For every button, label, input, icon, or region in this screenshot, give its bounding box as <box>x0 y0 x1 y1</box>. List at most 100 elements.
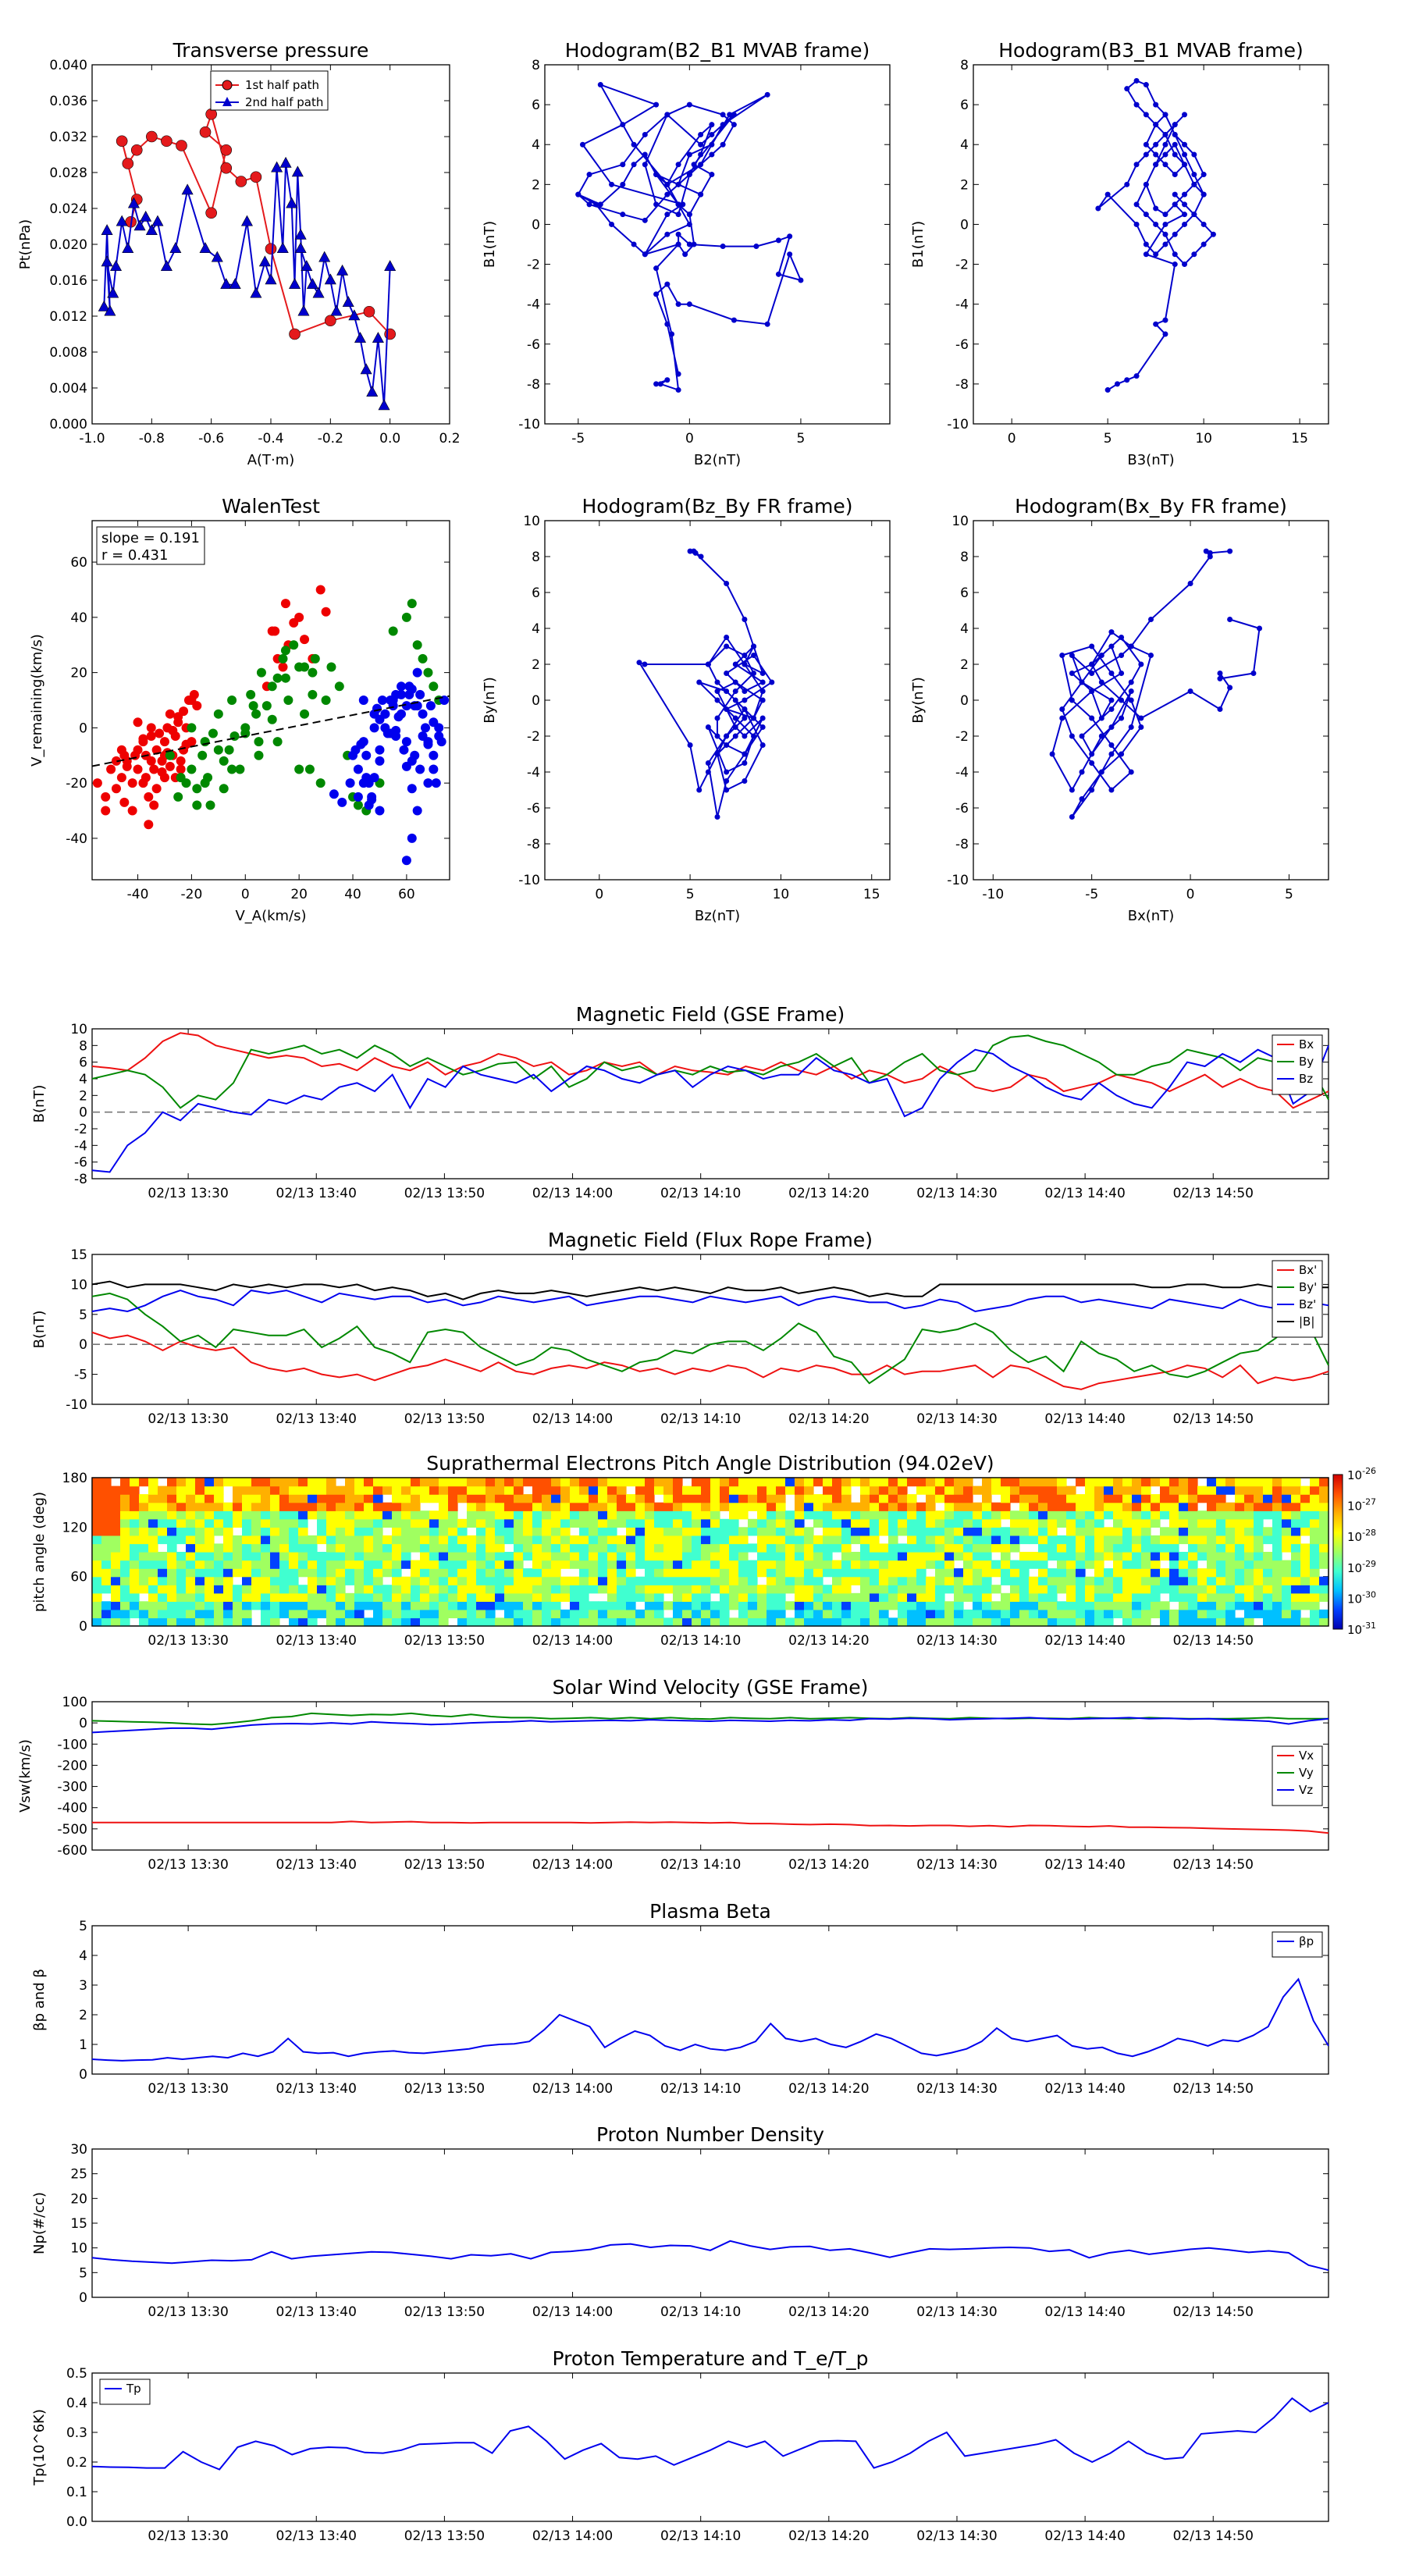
heatmap-cell <box>870 1609 880 1619</box>
heatmap-cell <box>1104 1502 1114 1511</box>
x-tick-label: -10 <box>982 887 1004 902</box>
heatmap-cell <box>1132 1494 1142 1503</box>
data-point <box>173 792 183 802</box>
x-tick-label: 02/13 14:20 <box>788 1857 869 1873</box>
y-tick-label: 2 <box>960 177 969 193</box>
heatmap-cell <box>1169 1576 1179 1585</box>
heatmap-cell <box>373 1609 383 1619</box>
data-point <box>122 242 134 254</box>
series-line <box>91 1290 1329 1313</box>
heatmap-cell <box>373 1502 383 1511</box>
heatmap-cell <box>710 1494 720 1503</box>
heatmap-cell <box>429 1609 439 1619</box>
heatmap-cell <box>1263 1576 1273 1585</box>
heatmap-cell <box>1310 1485 1320 1495</box>
y-tick-label: 0 <box>532 217 540 233</box>
chart-title: Hodogram(B3_B1 MVAB frame) <box>998 39 1304 62</box>
heatmap-cell <box>682 1585 692 1594</box>
heatmap-cell <box>1122 1494 1133 1503</box>
heatmap-cell <box>579 1502 589 1511</box>
heatmap-cell <box>101 1576 112 1585</box>
heatmap-cell <box>720 1527 730 1536</box>
heatmap-cell <box>420 1527 430 1536</box>
plot-area <box>575 82 804 393</box>
heatmap-cell <box>176 1510 187 1520</box>
heatmap-cell <box>579 1518 589 1528</box>
heatmap-cell <box>1076 1601 1086 1610</box>
heatmap-cell <box>617 1592 627 1602</box>
heatmap-cell <box>598 1617 608 1627</box>
data-point <box>798 277 804 283</box>
heatmap-cell <box>1141 1617 1151 1627</box>
data-point <box>1143 82 1149 88</box>
data-point <box>742 688 748 694</box>
heatmap-cell <box>223 1478 233 1487</box>
chart-title: Solar Wind Velocity (GSE Frame) <box>553 1676 869 1699</box>
heatmap-cell <box>851 1510 861 1520</box>
heatmap-cell <box>298 1601 308 1610</box>
heatmap-cell <box>795 1552 805 1561</box>
heatmap-cell <box>785 1552 795 1561</box>
heatmap-cell <box>748 1601 758 1610</box>
heatmap-cell <box>1179 1617 1189 1627</box>
heatmap-cell <box>1207 1568 1217 1578</box>
heatmap-cell <box>1235 1527 1245 1536</box>
heatmap-cell <box>298 1585 308 1594</box>
heatmap-cell <box>504 1527 514 1536</box>
heatmap-cell <box>205 1592 215 1602</box>
heatmap-cell <box>589 1502 599 1511</box>
heatmap-cell <box>1122 1518 1133 1528</box>
data-point <box>334 681 344 692</box>
heatmap-cell <box>139 1601 149 1610</box>
heatmap-cell <box>214 1617 224 1627</box>
x-tick-label: 02/13 13:50 <box>404 2081 485 2097</box>
heatmap-cell <box>439 1560 449 1569</box>
y-tick-label: -6 <box>527 337 540 353</box>
heatmap-cell <box>186 1592 196 1602</box>
heatmap-cell <box>991 1535 1001 1545</box>
x-tick-label: 5 <box>686 887 695 902</box>
colorbar-tick-label: 10-28 <box>1347 1528 1376 1544</box>
heatmap-cell <box>158 1568 168 1578</box>
data-point <box>1108 706 1115 712</box>
heatmap-cell <box>1225 1585 1236 1594</box>
heatmap-cell <box>542 1494 552 1503</box>
heatmap-cell <box>486 1478 496 1487</box>
heatmap-cell <box>570 1585 580 1594</box>
heatmap-cell <box>720 1535 730 1545</box>
heatmap-cell <box>1235 1502 1245 1511</box>
heatmap-cell <box>598 1576 608 1585</box>
heatmap-cell <box>1038 1535 1048 1545</box>
heatmap-cell <box>673 1518 683 1528</box>
heatmap-cell <box>120 1568 130 1578</box>
x-axis-label: A(T·m) <box>247 452 295 468</box>
heatmap-cell <box>298 1560 308 1569</box>
heatmap-cell <box>411 1478 421 1487</box>
heatmap-cell <box>973 1552 983 1561</box>
heatmap-cell <box>673 1510 683 1520</box>
heatmap-cell <box>345 1617 355 1627</box>
heatmap-cell <box>1300 1543 1311 1553</box>
heatmap-cell <box>654 1543 664 1553</box>
x-tick-label: 0 <box>1008 431 1016 447</box>
y-tick-label: 2 <box>960 657 969 673</box>
data-point <box>1098 715 1104 721</box>
heatmap-cell <box>195 1535 205 1545</box>
heatmap-cell <box>1188 1485 1198 1495</box>
heatmap-cell <box>1282 1585 1292 1594</box>
heatmap-cell <box>935 1527 945 1536</box>
heatmap-cell <box>476 1617 486 1627</box>
y-tick-label: -10 <box>518 417 540 432</box>
data-point <box>160 260 173 272</box>
heatmap-cell <box>373 1485 383 1495</box>
heatmap-cell <box>935 1560 945 1569</box>
heatmap-cell <box>813 1494 823 1503</box>
heatmap-cell <box>1254 1485 1264 1495</box>
heatmap-cell <box>1122 1609 1133 1619</box>
heatmap-cell <box>720 1601 730 1610</box>
heatmap-cell <box>1038 1518 1048 1528</box>
y-tick-label: -8 <box>527 837 540 852</box>
panel-pad: Suprathermal Electrons Pitch Angle Distr… <box>31 1452 1376 1649</box>
heatmap-cell <box>673 1535 683 1545</box>
heatmap-cell <box>167 1617 177 1627</box>
